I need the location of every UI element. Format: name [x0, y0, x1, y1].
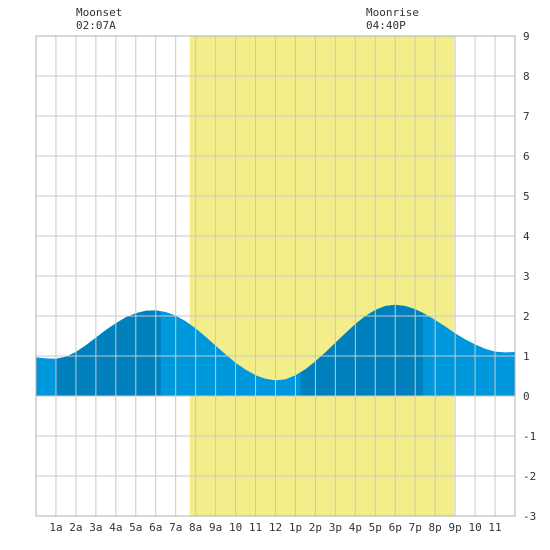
x-tick-label: 12 [269, 521, 282, 534]
y-tick-label: -1 [523, 430, 536, 443]
y-tick-label: -3 [523, 510, 536, 523]
x-tick-label: 8a [189, 521, 202, 534]
x-tick-label: 3a [89, 521, 102, 534]
x-tick-label: 7p [409, 521, 422, 534]
y-tick-label: 8 [523, 70, 530, 83]
x-tick-label: 9p [449, 521, 462, 534]
x-tick-label: 2a [69, 521, 82, 534]
y-tick-label: 0 [523, 390, 530, 403]
plot-frame [35, 35, 516, 517]
x-tick-label: 5p [369, 521, 382, 534]
x-tick-label: 10 [229, 521, 242, 534]
x-tick-label: 2p [309, 521, 322, 534]
x-tick-label: 4a [109, 521, 122, 534]
x-tick-label: 4p [349, 521, 362, 534]
y-tick-label: 2 [523, 310, 530, 323]
x-tick-label: 1a [49, 521, 62, 534]
x-tick-label: 6a [149, 521, 162, 534]
y-tick-label: 3 [523, 270, 530, 283]
x-tick-label: 8p [429, 521, 442, 534]
tide-dark-band-1 [55, 310, 161, 396]
tide-dark-band-2 [300, 304, 424, 396]
x-tick-label: 1p [289, 521, 302, 534]
moonset-time: 02:07A [76, 19, 116, 32]
y-tick-label: 4 [523, 230, 530, 243]
y-tick-label: 5 [523, 190, 530, 203]
y-tick-label: 7 [523, 110, 530, 123]
x-tick-label: 10 [468, 521, 481, 534]
y-tick-label: 6 [523, 150, 530, 163]
x-tick-label: 7a [169, 521, 182, 534]
moonrise-label: Moonrise [366, 6, 419, 19]
x-tick-label: 11 [249, 521, 262, 534]
moonset-label: Moonset [76, 6, 123, 19]
moonrise-time: 04:40P [366, 19, 406, 32]
y-tick-label: -2 [523, 470, 536, 483]
x-tick-label: 11 [488, 521, 501, 534]
x-tick-label: 5a [129, 521, 142, 534]
x-tick-label: 9a [209, 521, 222, 534]
x-tick-label: 6p [389, 521, 402, 534]
x-tick-label: 3p [329, 521, 342, 534]
y-tick-label: 9 [523, 30, 530, 43]
y-tick-label: 1 [523, 350, 530, 363]
